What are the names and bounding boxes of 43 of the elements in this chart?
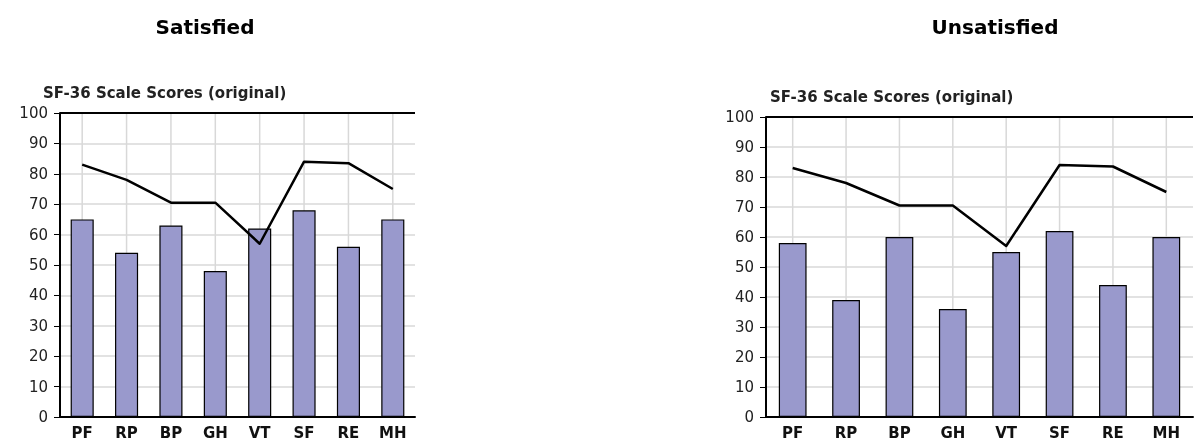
y-tick-label: 10 <box>28 377 48 396</box>
y-tick-label: 100 <box>19 104 48 122</box>
chart-subtitle: SF-36 Scale Scores (original) <box>43 83 287 102</box>
chart-subtitle: SF-36 Scale Scores (original) <box>770 87 1014 106</box>
x-tick-label: SF <box>293 423 315 442</box>
x-tick-label: RE <box>337 423 360 442</box>
x-tick-label: MH <box>379 423 407 442</box>
y-tick-label: 60 <box>28 225 48 244</box>
x-tick-label: PF <box>782 423 804 442</box>
y-tick-label: 40 <box>28 286 48 305</box>
x-tick-label: GH <box>940 423 966 442</box>
y-tick-label: 90 <box>28 134 48 153</box>
y-tick-label: 40 <box>734 288 754 306</box>
x-tick-label: GH <box>202 423 228 442</box>
y-tick-label: 30 <box>734 318 754 336</box>
y-tick-label: 70 <box>734 198 754 216</box>
y-tick-label: 10 <box>734 378 754 396</box>
x-tick-label: BP <box>159 423 183 442</box>
line-series <box>791 163 1168 248</box>
y-tick-label: 80 <box>28 164 48 183</box>
y-tick-label: 20 <box>734 348 754 366</box>
y-tick-label: 50 <box>28 256 48 274</box>
x-tick-label: VT <box>248 423 272 442</box>
y-tick-label: 0 <box>744 408 754 426</box>
chart-title: Satisfied <box>155 15 255 39</box>
x-tick-label: RP <box>115 423 138 442</box>
x-tick-label: MH <box>1152 423 1181 442</box>
chart-title: Unsatisfied <box>931 15 1059 39</box>
x-tick-label: PF <box>71 423 93 442</box>
y-tick-label: 60 <box>734 228 754 246</box>
y-tick-label: 80 <box>734 168 754 186</box>
y-tick-label: 70 <box>28 195 48 214</box>
y-tick-label: 0 <box>38 408 48 426</box>
y-tick-label: 30 <box>28 316 48 335</box>
y-tick-label: 20 <box>28 347 48 366</box>
x-tick-label: BP <box>888 423 911 442</box>
x-tick-label: RP <box>834 423 858 442</box>
x-tick-label: RE <box>1102 423 1124 442</box>
y-tick-label: 100 <box>725 108 754 126</box>
x-tick-label: VT <box>995 423 1018 442</box>
x-tick-label: SF <box>1049 423 1071 442</box>
y-tick-label: 50 <box>734 258 754 276</box>
y-tick-label: 90 <box>734 138 754 156</box>
